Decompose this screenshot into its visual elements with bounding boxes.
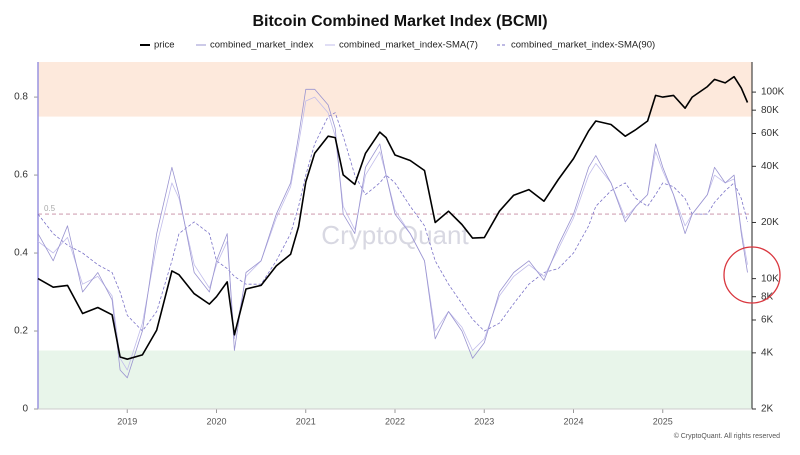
y2-tick-label: 60K bbox=[761, 128, 779, 139]
legend-label[interactable]: combined_market_index bbox=[210, 40, 314, 51]
y2-tick-label: 4K bbox=[761, 347, 774, 358]
x-tick-label: 2023 bbox=[474, 416, 494, 426]
x-tick-label: 2025 bbox=[653, 416, 673, 426]
y2-tick-label: 10K bbox=[761, 273, 779, 284]
series-line bbox=[37, 75, 749, 360]
y2-tick-label: 2K bbox=[761, 404, 774, 415]
y2-tick-label: 100K bbox=[761, 87, 785, 98]
y2-tick-label: 20K bbox=[761, 217, 779, 228]
y2-tick-label: 40K bbox=[761, 161, 779, 172]
y2-tick-label: 6K bbox=[761, 315, 774, 326]
watermark: CryptoQuant bbox=[321, 220, 469, 250]
series-line bbox=[37, 96, 748, 371]
plot: 0 0.2 0.4 0.6 0.8 2K 4K 6K 8K 10K 20K 40K 60K 80K 100K… bbox=[14, 62, 785, 426]
series-line bbox=[37, 88, 748, 379]
y-tick-label: 0.4 bbox=[14, 248, 28, 259]
legend-label[interactable]: combined_market_index-SMA(7) bbox=[339, 40, 478, 51]
chart-title: Bitcoin Combined Market Index (BCMI) bbox=[252, 13, 547, 30]
zone-band bbox=[38, 350, 752, 409]
footer: © CryptoQuant. All rights reserved bbox=[674, 432, 780, 440]
legend-label[interactable]: combined_market_index-SMA(90) bbox=[511, 40, 655, 51]
x-tick-label: 2020 bbox=[206, 416, 226, 426]
y-tick-label: 0 bbox=[22, 404, 28, 415]
y2-tick-label: 80K bbox=[761, 105, 779, 116]
reference-label: 0.5 bbox=[44, 204, 56, 213]
plot-background: 0.5 bbox=[38, 62, 752, 409]
legend-label[interactable]: price bbox=[154, 40, 175, 51]
series-line bbox=[37, 112, 748, 332]
y2-tick-label: 8K bbox=[761, 291, 774, 302]
y-tick-label: 0.2 bbox=[14, 326, 28, 337]
highlight-circle bbox=[723, 246, 781, 304]
x-tick-label: 2019 bbox=[117, 416, 137, 426]
x-tick-label: 2024 bbox=[563, 416, 583, 426]
zone-band bbox=[38, 62, 752, 117]
x-tick-label: 2021 bbox=[296, 416, 316, 426]
y-tick-label: 0.6 bbox=[14, 170, 28, 181]
x-tick-label: 2022 bbox=[385, 416, 405, 426]
y-tick-label: 0.8 bbox=[14, 92, 28, 103]
